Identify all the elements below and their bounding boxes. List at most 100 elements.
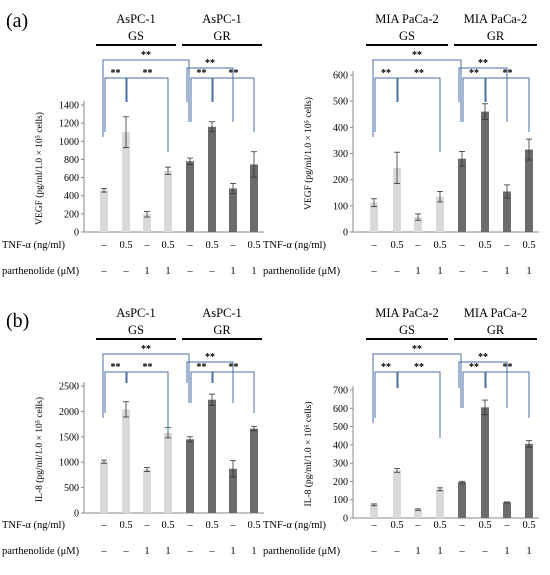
condition-value-parthenolide: 1 xyxy=(526,546,531,557)
y-tick-label: 600 xyxy=(333,404,348,415)
condition-value-parthenolide: – xyxy=(100,546,107,557)
significance-label: ** xyxy=(205,352,215,363)
condition-value-parthenolide: 1 xyxy=(251,546,256,557)
condition-value-parthenolide: 1 xyxy=(526,266,531,277)
y-tick-label: 200 xyxy=(64,209,79,220)
condition-value-parthenolide: 1 xyxy=(504,266,509,277)
significance-label: ** xyxy=(469,362,479,373)
significance-label: ** xyxy=(478,352,488,363)
bar-gs xyxy=(370,504,378,518)
condition-value-tnf: 0.5 xyxy=(522,520,535,531)
y-tick-label: 2000 xyxy=(59,407,79,418)
cell-line-label: MIA PaCa-2 xyxy=(464,306,528,320)
cell-line-label: MIA PaCa-2 xyxy=(464,12,528,26)
cell-line-label: AsPC-1 xyxy=(202,12,242,26)
condition-label-parthenolide: parthenolide (μM) xyxy=(263,266,341,277)
group-label: GR xyxy=(213,29,231,43)
condition-value-parthenolide: 1 xyxy=(165,546,170,557)
condition-value-tnf: 0.5 xyxy=(390,520,403,531)
significance-bracket xyxy=(102,59,190,137)
significance-bracket xyxy=(104,371,127,413)
bar-gr xyxy=(503,502,511,518)
significance-bracket xyxy=(397,371,441,438)
condition-value-parthenolide: – xyxy=(208,266,215,277)
condition-value-tnf: – xyxy=(503,240,510,251)
condition-value-parthenolide: – xyxy=(481,546,488,557)
y-tick-label: 1000 xyxy=(59,137,79,148)
bar-gr xyxy=(229,188,237,232)
panel-letter-a: (a) xyxy=(6,10,28,32)
significance-bracket xyxy=(374,371,398,418)
bar-gr xyxy=(481,407,489,518)
significance-label: ** xyxy=(141,344,151,355)
y-tick-label: 500 xyxy=(64,483,79,494)
condition-value-parthenolide: – xyxy=(370,546,377,557)
y-tick-label: 500 xyxy=(333,422,348,433)
condition-value-parthenolide: 1 xyxy=(504,546,509,557)
y-tick-label: 2500 xyxy=(59,382,79,393)
y-tick-label: 400 xyxy=(333,440,348,451)
group-label: GS xyxy=(399,29,415,43)
condition-value-parthenolide: 1 xyxy=(415,546,420,557)
significance-label: ** xyxy=(478,58,488,69)
condition-value-tnf: – xyxy=(186,240,193,251)
y-tick-label: 200 xyxy=(333,175,348,186)
y-tick-label: 700 xyxy=(333,386,348,397)
y-tick-label: 1400 xyxy=(59,101,79,112)
y-axis-label: IL-8 (pg/ml/1.0 × 10⁵ cells) xyxy=(34,397,45,502)
condition-value-tnf: 0.5 xyxy=(205,240,218,251)
y-axis-label: IL-8 (pg/ml/1.0 × 10⁵ cells) xyxy=(303,402,314,507)
significance-bracket xyxy=(397,77,441,152)
significance-bracket xyxy=(190,77,213,122)
condition-value-parthenolide: – xyxy=(122,546,129,557)
condition-value-parthenolide: – xyxy=(393,546,400,557)
bar-gs xyxy=(393,167,401,232)
bar-gr xyxy=(503,191,511,232)
bar-gs xyxy=(393,470,401,518)
y-tick-label: 1500 xyxy=(59,432,79,443)
condition-value-parthenolide: 1 xyxy=(144,546,149,557)
cell-line-label: AsPC-1 xyxy=(116,12,156,26)
condition-value-tnf: – xyxy=(414,520,421,531)
y-tick-label: 100 xyxy=(333,201,348,212)
condition-value-tnf: – xyxy=(100,240,107,251)
significance-bracket xyxy=(186,361,234,403)
condition-value-parthenolide: – xyxy=(393,266,400,277)
bar-gr xyxy=(186,161,194,232)
y-tick-label: 600 xyxy=(333,71,348,82)
group-label: GS xyxy=(399,323,415,337)
condition-value-tnf: 0.5 xyxy=(205,520,218,531)
significance-label: ** xyxy=(143,362,153,373)
condition-value-tnf: – xyxy=(414,240,421,251)
condition-value-parthenolide: – xyxy=(122,266,129,277)
condition-value-parthenolide: – xyxy=(481,266,488,277)
condition-value-tnf: – xyxy=(229,240,236,251)
y-tick-label: 0 xyxy=(74,228,79,239)
condition-value-tnf: 0.5 xyxy=(390,240,403,251)
significance-label: ** xyxy=(205,58,215,69)
condition-value-parthenolide: – xyxy=(100,266,107,277)
bar-gr xyxy=(525,149,533,232)
bar-gr xyxy=(250,428,258,513)
condition-value-parthenolide: – xyxy=(186,266,193,277)
bar-gs xyxy=(414,217,422,232)
y-axis-label: VEGF (pg/ml/1.0 × 10⁵ cells) xyxy=(303,97,314,210)
significance-bracket xyxy=(458,67,508,122)
significance-label: ** xyxy=(143,68,153,79)
condition-label-tnf: TNF-α (ng/ml) xyxy=(2,520,65,531)
bar-gs xyxy=(164,432,172,513)
y-tick-label: 300 xyxy=(333,459,348,470)
significance-bracket xyxy=(126,371,169,433)
condition-value-tnf: 0.5 xyxy=(247,240,260,251)
y-tick-label: 600 xyxy=(64,173,79,184)
bar-gr xyxy=(208,126,216,232)
condition-value-tnf: 0.5 xyxy=(433,520,446,531)
y-axis-label: VEGF (pg/ml/1.0 × 10⁵ cells) xyxy=(34,112,45,225)
y-tick-label: 0 xyxy=(343,228,348,239)
significance-bracket xyxy=(126,77,169,152)
condition-value-tnf: – xyxy=(100,520,107,531)
y-tick-label: 100 xyxy=(333,495,348,506)
cell-line-label: AsPC-1 xyxy=(202,306,242,320)
condition-value-parthenolide: – xyxy=(186,546,193,557)
y-tick-label: 1200 xyxy=(59,119,79,130)
